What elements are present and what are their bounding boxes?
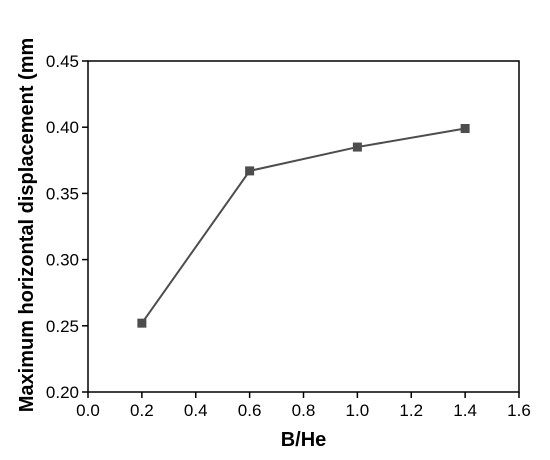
x-tick-label: 0.4 — [184, 401, 208, 420]
data-point — [245, 166, 255, 176]
data-point — [137, 318, 147, 328]
y-axis-title: Maximum horizontal displacement (mm — [16, 38, 38, 413]
x-tick-label: 0.6 — [238, 401, 262, 420]
x-tick-label: 1.2 — [399, 401, 423, 420]
x-tick-label: 1.0 — [346, 401, 370, 420]
plot-frame — [87, 60, 520, 393]
y-tick-label: 0.35 — [46, 184, 79, 203]
x-tick-label: 1.4 — [453, 401, 477, 420]
x-axis: 0.0 0.2 0.4 0.6 0.8 1.0 1.2 1.4 1.6 — [76, 392, 531, 420]
x-tick-label: 0.2 — [130, 401, 154, 420]
x-tick-label: 0.8 — [292, 401, 316, 420]
y-axis: 0.20 0.25 0.30 0.35 0.40 0.45 — [46, 52, 88, 402]
series-line — [141, 127, 466, 324]
x-tick-label: 0.0 — [76, 401, 100, 420]
data-point — [352, 142, 362, 152]
series-group — [137, 124, 470, 328]
y-tick-label: 0.25 — [46, 317, 79, 336]
y-tick-label: 0.30 — [46, 251, 79, 270]
y-tick-label: 0.40 — [46, 118, 79, 137]
y-tick-label: 0.20 — [46, 383, 79, 402]
data-point — [460, 124, 470, 134]
x-axis-title: B/He — [281, 429, 327, 451]
y-tick-label: 0.45 — [46, 52, 79, 71]
x-tick-label: 1.6 — [507, 401, 531, 420]
